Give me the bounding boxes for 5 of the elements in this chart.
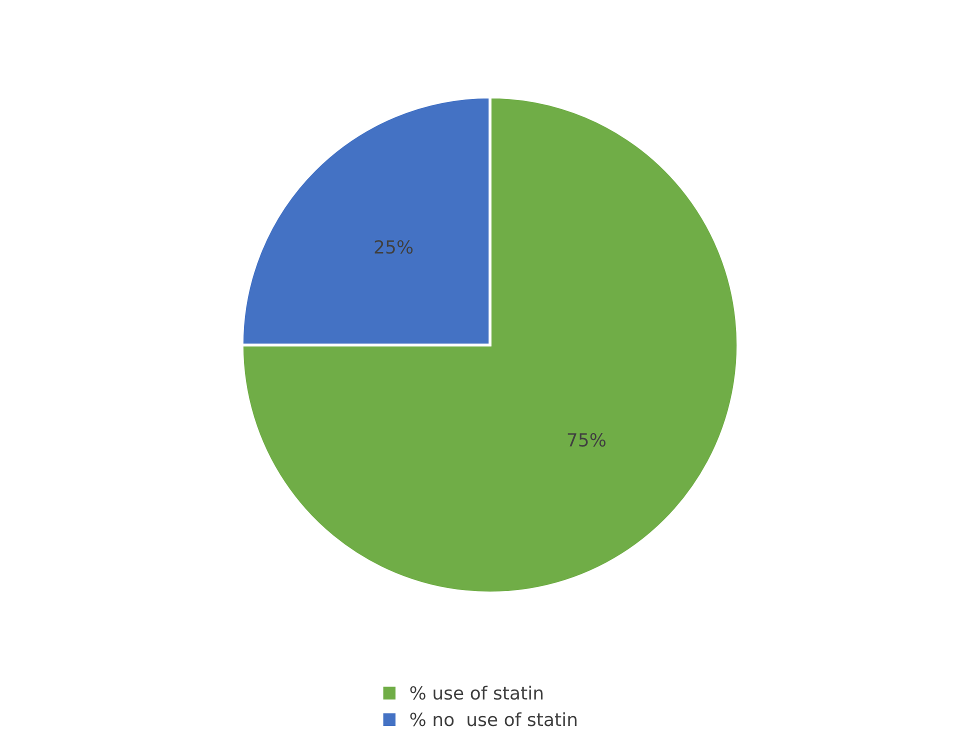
legend-label: % use of statin xyxy=(410,686,543,700)
pie-slice xyxy=(240,96,740,594)
data-label: 75% xyxy=(568,433,606,447)
legend-label: % no use of statin xyxy=(410,712,577,726)
data-label: 25% xyxy=(374,240,413,254)
